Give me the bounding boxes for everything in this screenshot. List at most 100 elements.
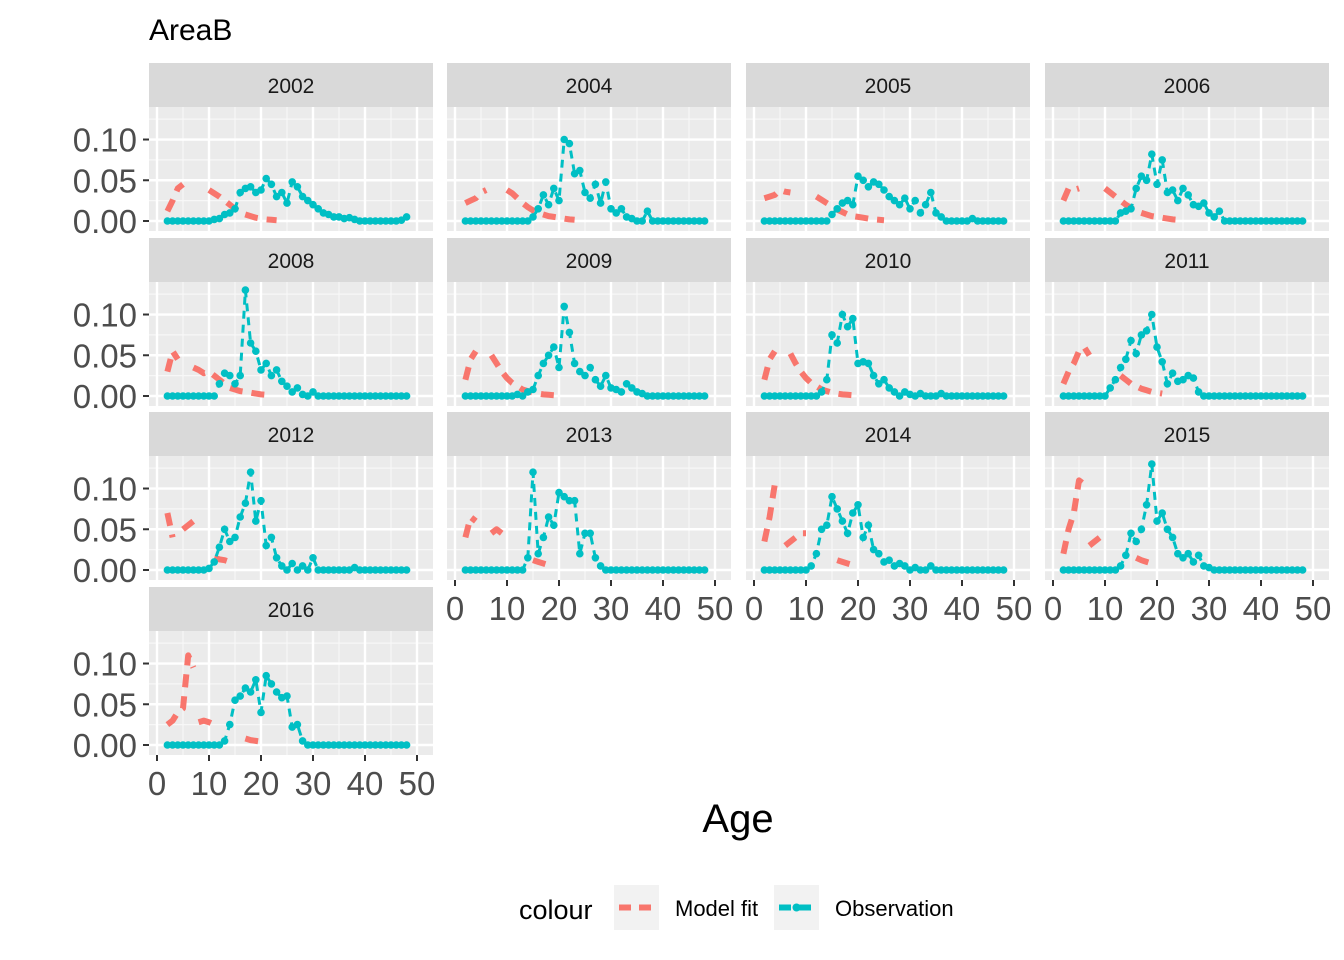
observation-point [293,384,302,392]
plot-panel [149,282,433,406]
observation-point [859,533,867,542]
observation-point [1111,375,1120,384]
observation-point [932,566,940,574]
observation-point [664,392,672,400]
facet-panel-2012: 2012 0.00 0.050.10 [73,412,433,589]
observation-point [345,741,354,749]
observation-point [654,392,662,400]
x-tick-label: 0 [148,765,166,802]
observation-point [869,545,878,554]
observation-point [1142,327,1151,335]
observation-point [674,217,683,225]
observation-point [350,392,359,400]
model-fit-line [1060,344,1092,385]
observation-point [371,741,380,749]
observation-point [236,188,244,197]
observation-point [550,184,558,193]
observation-point [570,496,579,505]
observation-point [246,339,255,347]
observation-point [498,566,506,574]
observation-point [812,217,821,225]
observation-point [628,384,636,392]
observation-point [591,180,600,189]
observation-point [838,517,847,525]
observation-point [781,217,789,225]
observation-point [1210,392,1218,400]
observation-point [392,566,401,574]
observation-point [1272,566,1281,574]
observation-point [1272,392,1281,400]
observation-point [1262,392,1270,400]
observation-point [617,566,626,574]
facet-strip [447,63,731,107]
observation-point [314,566,323,574]
facet-strip-label: 2002 [268,75,315,98]
observation-point [1278,217,1286,225]
observation-point [617,205,626,213]
observation-point [984,392,992,400]
observation-point [267,371,276,380]
observation-point [560,302,568,311]
observation-point [231,205,239,213]
observation-point [163,741,172,749]
observation-point [760,217,769,225]
observation-point [194,392,203,400]
observation-point [596,562,605,570]
observation-point [654,217,662,225]
observation-point [591,554,600,562]
facet-panel-2005: 2005 [746,63,1030,231]
observation-point [1226,566,1234,574]
x-tick-label: 40 [944,590,981,627]
observation-point [524,217,532,225]
observation-point [366,741,375,749]
observation-point [771,392,779,400]
observation-point [864,183,873,191]
observation-point [760,392,769,400]
observation-point [1127,336,1135,345]
facet-strip-label: 2008 [268,250,315,273]
observation-point [1127,529,1135,538]
observation-point [1096,392,1104,400]
observation-point [1236,217,1244,225]
observation-point [1288,217,1296,225]
observation-point [361,566,369,574]
observation-point [236,371,244,380]
facet-panel-2008: 2008 0.00 0.050.10 [73,238,433,415]
observation-point [680,217,688,225]
observation-point [659,217,667,225]
observation-point [518,217,527,225]
x-tick-label: 0 [745,590,763,627]
observation-point [643,392,652,400]
y-tick-label: 0.00 [73,378,137,415]
observation-point [817,525,826,534]
observation-point [690,566,698,574]
legend-key-observation-point [792,903,801,912]
observation-point [602,371,610,380]
x-tick-label: 40 [1243,590,1280,627]
observation-point [942,392,951,400]
x-tick-label: 10 [788,590,825,627]
observation-point [226,537,234,546]
observation-point [1085,217,1094,225]
observation-point [875,180,883,189]
observation-point [1298,392,1307,400]
observation-point [1158,358,1166,366]
observation-point [947,566,956,574]
observation-point [921,392,930,400]
observation-point [246,183,255,191]
observation-point [1226,392,1234,400]
observation-point [356,392,364,400]
observation-point [1272,217,1281,225]
observation-point [508,566,516,574]
observation-point [324,566,333,574]
facet-strip-label: 2014 [865,424,912,447]
observation-point [1101,566,1109,574]
observation-point [812,549,821,558]
observation-point [278,188,286,197]
observation-point [570,359,579,368]
observation-point [257,186,265,194]
observation-point [1116,363,1125,372]
observation-point [648,217,657,225]
observation-point [700,392,709,400]
observation-point [544,513,553,521]
